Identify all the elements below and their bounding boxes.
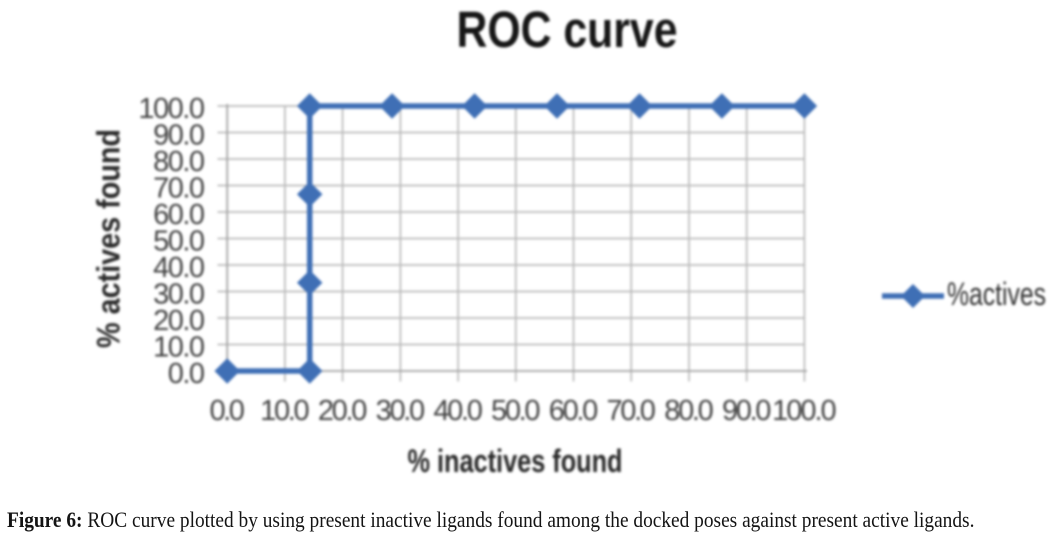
svg-text:ROC curve: ROC curve: [457, 1, 678, 58]
svg-text:30.0: 30.0: [153, 278, 205, 310]
svg-text:90.0: 90.0: [153, 119, 205, 151]
svg-text:50.0: 50.0: [491, 395, 541, 427]
svg-text:20.0: 20.0: [318, 395, 368, 427]
svg-text:70.0: 70.0: [606, 395, 656, 427]
svg-text:80.0: 80.0: [664, 395, 714, 427]
svg-text:0.0: 0.0: [168, 358, 205, 390]
svg-text:40.0: 40.0: [153, 252, 205, 284]
svg-text:10.0: 10.0: [153, 331, 205, 363]
svg-text:10.0: 10.0: [260, 395, 310, 427]
svg-text:% inactives found: % inactives found: [408, 443, 623, 479]
svg-text:60.0: 60.0: [549, 395, 599, 427]
svg-text:30.0: 30.0: [376, 395, 426, 427]
svg-text:20.0: 20.0: [153, 305, 205, 337]
svg-text:%actives: %actives: [947, 276, 1046, 312]
svg-text:60.0: 60.0: [153, 199, 205, 231]
svg-text:40.0: 40.0: [433, 395, 483, 427]
svg-text:100.0: 100.0: [772, 395, 837, 427]
svg-text:% actives found: % actives found: [91, 129, 127, 348]
svg-text:0.0: 0.0: [209, 395, 245, 427]
svg-text:50.0: 50.0: [153, 225, 205, 257]
svg-text:90.0: 90.0: [722, 395, 772, 427]
svg-text:100.0: 100.0: [138, 93, 205, 125]
svg-text:80.0: 80.0: [153, 146, 205, 178]
svg-text:70.0: 70.0: [153, 172, 205, 204]
